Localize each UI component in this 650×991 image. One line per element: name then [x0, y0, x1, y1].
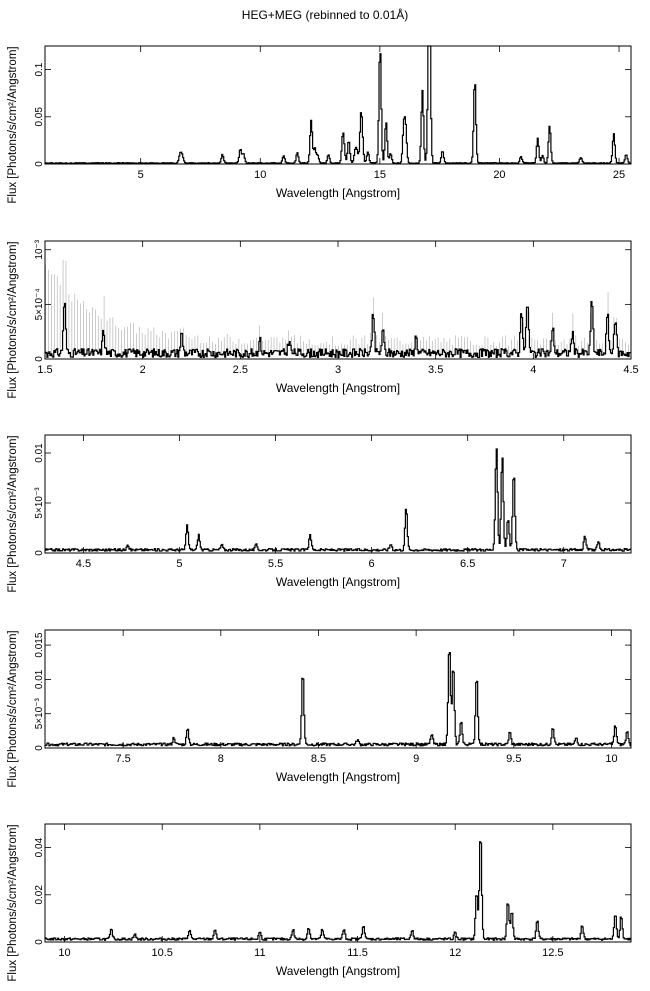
x-tick-label: 15	[374, 169, 386, 181]
x-tick-label: 4.5	[623, 364, 638, 376]
chart-panel-3: 4.5 5 5.5 6 6.5 7 0 5×10⁻³ 0.01 Wavelength [Angst…	[7, 434, 632, 593]
x-tick-label: 10	[254, 169, 266, 181]
spectrum-line	[44, 841, 631, 941]
chart-panel-5: 10 10.5 11 11.5 12 12.5 0 0.02 0.04 Wavelength [A…	[7, 823, 632, 982]
y-tick-label: 0	[34, 356, 45, 362]
x-tick-label: 10	[58, 947, 70, 959]
y-tick-label: 0	[34, 939, 45, 945]
x-tick-label: 4	[530, 364, 536, 376]
y-tick-label: 0	[34, 745, 45, 751]
x-tick-label: 2	[140, 364, 146, 376]
y-tick-label: 0.01	[34, 443, 45, 463]
x-axis-label: Wavelength [Angstrom]	[276, 575, 400, 589]
y-axis-label: Flux [Photons/s/cm²/Angstrom]	[7, 435, 19, 592]
x-tick-label: 8.5	[311, 753, 326, 765]
x-tick-label: 7.5	[115, 753, 130, 765]
chart-panel-1: 5 10 15 20 25 0 0.05 0.1 Wavelength [Angstrom] Fl…	[7, 45, 632, 204]
x-tick-label: 20	[493, 169, 505, 181]
x-axis-label: Wavelength [Angstrom]	[276, 770, 400, 784]
y-axis-label: Flux [Photons/s/cm²/Angstrom]	[7, 630, 19, 787]
x-tick-label: 11	[254, 947, 265, 959]
x-tick-label: 12.5	[542, 947, 563, 959]
x-tick-label: 2.5	[233, 364, 248, 376]
y-tick-label: 0.05	[34, 107, 45, 127]
y-axis-label: Flux [Photons/s/cm²/Angstrom]	[7, 241, 19, 398]
x-axis-label: Wavelength [Angstrom]	[276, 381, 400, 395]
x-tick-label: 5	[138, 169, 144, 181]
x-tick-label: 1.5	[37, 364, 52, 376]
y-tick-label: 5×10⁻³	[34, 697, 45, 729]
x-tick-label: 6.5	[460, 558, 475, 570]
y-tick-label: 0	[34, 161, 45, 167]
y-tick-label: 0	[34, 550, 45, 556]
spectrum-line	[44, 45, 631, 164]
y-tick-label: 0.02	[34, 885, 45, 905]
x-tick-label: 9	[413, 753, 419, 765]
error-bars	[45, 259, 629, 358]
x-tick-label: 5.5	[268, 558, 283, 570]
spectrum-line	[44, 651, 631, 747]
x-tick-label: 5	[176, 558, 182, 570]
x-tick-label: 11.5	[347, 947, 368, 959]
chart-panel-2: 1.5 2 2.5 3 3.5 4 4.5 0 5×10⁻⁴ 10⁻³ Wavelength [An…	[7, 239, 639, 398]
plot-frame	[44, 629, 632, 749]
x-tick-label: 25	[613, 169, 625, 181]
y-tick-label: 0.04	[34, 837, 45, 857]
y-tick-label: 10⁻³	[34, 239, 45, 259]
y-tick-label: 0.1	[34, 62, 45, 76]
plot-frame	[44, 45, 632, 165]
y-tick-label: 0.015	[34, 632, 45, 657]
x-tick-label: 3	[335, 364, 341, 376]
y-axis-label: Flux [Photons/s/cm²/Angstrom]	[7, 824, 19, 981]
y-tick-label: 0.01	[34, 669, 45, 689]
x-tick-label: 10	[605, 753, 617, 765]
y-tick-label: 5×10⁻⁴	[34, 288, 45, 320]
plot-frame	[44, 823, 632, 943]
plot-frame	[44, 240, 632, 360]
spectrum-line	[44, 300, 631, 359]
x-tick-label: 3.5	[428, 364, 443, 376]
spectrum-line	[44, 448, 631, 552]
plot-frame	[44, 434, 632, 554]
x-tick-label: 4.5	[76, 558, 91, 570]
x-tick-label: 7	[561, 558, 567, 570]
y-axis-label: Flux [Photons/s/cm²/Angstrom]	[7, 46, 19, 203]
x-tick-label: 9.5	[506, 753, 521, 765]
y-tick-label: 5×10⁻³	[34, 487, 45, 519]
x-tick-label: 12	[449, 947, 461, 959]
x-tick-label: 10.5	[151, 947, 172, 959]
x-axis-label: Wavelength [Angstrom]	[276, 186, 400, 200]
page-title: HEG+MEG (rebinned to 0.01Å)	[241, 8, 409, 22]
x-tick-label: 8	[218, 753, 224, 765]
chart-panel-4: 7.5 8 8.5 9 9.5 10 0 5×10⁻³ 0.01 0.015 Wavelength …	[7, 629, 632, 788]
x-tick-label: 6	[369, 558, 375, 570]
x-axis-label: Wavelength [Angstrom]	[276, 964, 400, 978]
